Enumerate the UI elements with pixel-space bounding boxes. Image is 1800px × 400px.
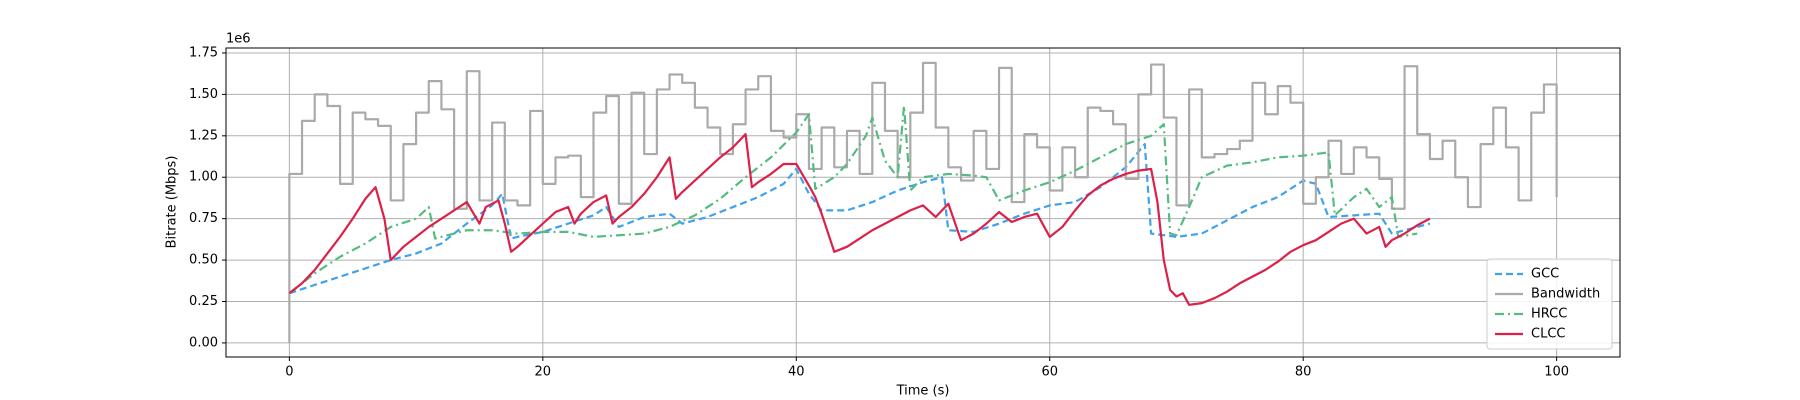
y-tick-label: 1.00	[189, 170, 218, 185]
series-line	[288, 61, 1558, 343]
y-tick-label: 1.50	[189, 87, 218, 102]
legend-label: Bandwidth	[1531, 287, 1600, 302]
series-line	[289, 142, 1431, 295]
y-tick-label: 0.00	[189, 335, 218, 350]
x-tick-label: 100	[1544, 365, 1569, 380]
y-axis-label: Bitrate (Mbps)	[165, 156, 180, 249]
series-line	[288, 104, 1418, 295]
legend-label: GCC	[1531, 267, 1559, 282]
legend-label: HRCC	[1531, 307, 1567, 322]
y-tick-label: 0.25	[189, 294, 218, 309]
x-tick-label: 80	[1295, 365, 1312, 380]
x-tick-label: 40	[788, 365, 805, 380]
x-tick-label: 60	[1041, 365, 1058, 380]
plot-frame	[225, 47, 1621, 358]
y-tick-label: 0.75	[189, 211, 218, 226]
y-offset-label: 1e6	[226, 32, 251, 47]
legend-box	[1486, 258, 1613, 350]
legend-label: CLCC	[1531, 327, 1565, 342]
x-tick-label: 20	[535, 365, 552, 380]
x-tick-label: 0	[285, 365, 293, 380]
y-tick-label: 0.50	[189, 253, 218, 268]
y-tick-label: 1.75	[189, 45, 218, 60]
x-axis-label: Time (s)	[896, 384, 950, 399]
y-tick-label: 1.25	[189, 128, 218, 143]
series-line	[288, 133, 1431, 306]
